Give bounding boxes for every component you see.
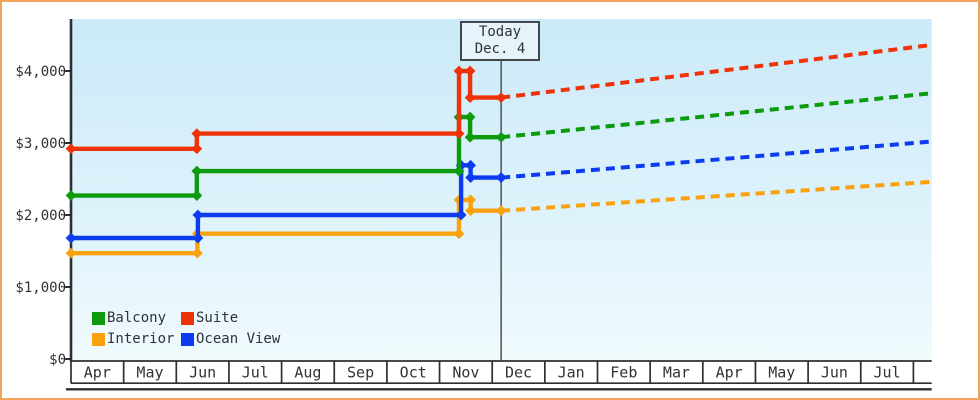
series-ocean-view-point bbox=[465, 159, 477, 171]
series-suite-point bbox=[191, 143, 203, 155]
series-interior-point bbox=[453, 228, 465, 240]
series-balcony-point bbox=[65, 190, 77, 201]
month-label: Nov bbox=[452, 364, 479, 382]
series-suite-point bbox=[453, 128, 465, 140]
legend-swatch-suite bbox=[181, 311, 194, 325]
month-label: Jul bbox=[242, 364, 269, 382]
month-label: Jun bbox=[821, 364, 848, 382]
month-label: Jul bbox=[874, 364, 901, 382]
y-axis-label: $3,000 bbox=[15, 136, 66, 152]
legend-item-balcony: Balcony bbox=[92, 310, 181, 326]
month-label: May bbox=[136, 364, 163, 382]
series-suite-point bbox=[191, 128, 203, 140]
legend-swatch-balcony bbox=[92, 311, 105, 325]
series-balcony-point bbox=[464, 111, 476, 123]
month-label: Apr bbox=[84, 364, 111, 382]
month-axis-row bbox=[71, 361, 932, 384]
series-interior-point bbox=[465, 205, 477, 217]
month-label: Apr bbox=[716, 364, 743, 382]
series-suite-point bbox=[464, 92, 476, 104]
series-balcony-point bbox=[191, 165, 203, 177]
series-interior-point bbox=[465, 194, 477, 206]
month-label: May bbox=[768, 364, 795, 382]
month-label: Sep bbox=[347, 364, 374, 382]
series-ocean-view-point bbox=[495, 172, 507, 183]
month-label: Jan bbox=[558, 364, 585, 382]
today-date-label: Dec. 4 bbox=[474, 41, 526, 57]
series-balcony-projection-line bbox=[500, 91, 932, 140]
series-ocean-view-point bbox=[465, 172, 477, 183]
series-balcony-point bbox=[453, 165, 465, 177]
legend-item-suite: Suite bbox=[181, 310, 280, 326]
series-ocean-view-point bbox=[65, 232, 77, 244]
legend-label-balcony: Balcony bbox=[107, 310, 167, 326]
month-label: Aug bbox=[294, 364, 321, 382]
y-axis-label: $4,000 bbox=[15, 64, 66, 80]
series-balcony-point bbox=[191, 190, 203, 201]
series-balcony-point bbox=[495, 131, 507, 143]
series-ocean-view-point bbox=[192, 232, 204, 244]
y-axis-label: $0 bbox=[49, 352, 66, 368]
today-annotation-box: Today Dec. 4 bbox=[460, 21, 540, 61]
legend-label-suite: Suite bbox=[196, 310, 239, 326]
month-label: Jun bbox=[189, 364, 216, 382]
month-label: Dec bbox=[505, 364, 532, 382]
series-ocean-view-projection-line bbox=[501, 139, 931, 180]
series-interior-point bbox=[65, 247, 77, 259]
series-interior-point bbox=[191, 247, 203, 259]
y-axis-label: $2,000 bbox=[15, 208, 66, 224]
chart-legend: Balcony Suite Interior Ocean View bbox=[92, 310, 281, 347]
legend-swatch-ocean-view bbox=[181, 332, 194, 346]
today-label: Today bbox=[478, 24, 522, 40]
series-ocean-view-point bbox=[455, 209, 467, 221]
month-label: Mar bbox=[663, 364, 690, 382]
legend-item-ocean-view: Ocean View bbox=[181, 331, 281, 347]
legend-label-ocean-view: Ocean View bbox=[196, 331, 281, 347]
series-balcony-point bbox=[464, 131, 476, 143]
month-label: Oct bbox=[400, 364, 427, 382]
month-label: Feb bbox=[610, 364, 637, 382]
legend-item-interior: Interior bbox=[92, 331, 181, 347]
y-axis-label: $1,000 bbox=[15, 280, 66, 296]
series-interior-point bbox=[495, 205, 507, 217]
legend-label-interior: Interior bbox=[107, 331, 175, 347]
series-suite-projection-line bbox=[500, 43, 932, 100]
legend-swatch-interior bbox=[92, 332, 105, 346]
series-suite-point bbox=[453, 65, 465, 77]
series-suite-point bbox=[464, 65, 476, 77]
series-ocean-view-point bbox=[192, 209, 204, 221]
series-interior-projection-line bbox=[501, 179, 931, 213]
series-suite-point bbox=[65, 143, 77, 155]
series-suite-point bbox=[495, 92, 507, 104]
